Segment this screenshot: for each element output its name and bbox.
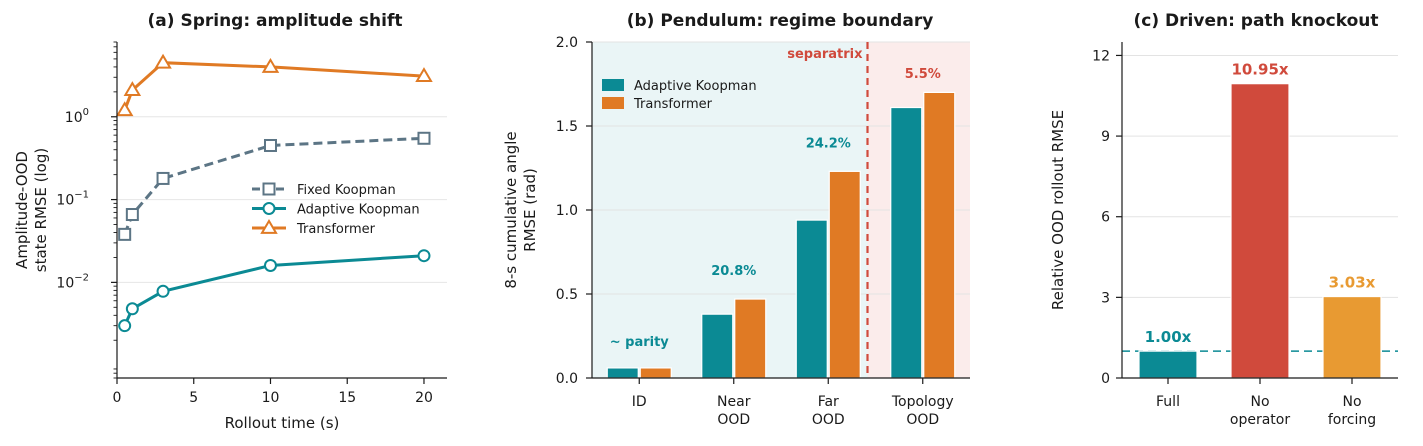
panel-a-title: (a) Spring: amplitude shift — [148, 11, 403, 31]
panel-c-bar-label: 10.95x — [1231, 61, 1288, 79]
panel-c-x-tick-label: operator — [1230, 412, 1290, 428]
panel-a-marker-square — [125, 208, 139, 222]
panel-b-bar — [606, 367, 639, 379]
panel-a-marker-circle — [262, 202, 276, 215]
panel-b-x-tick-label: ID — [632, 394, 647, 410]
panel-c-y-label: Relative OOD rollout RMSE — [1049, 110, 1067, 310]
panel-b-bar — [734, 298, 767, 379]
panel-c-bar — [1138, 350, 1198, 379]
panel-a-y-tick-base: 10 — [56, 275, 74, 291]
panel-a-y-tick-label: 100 — [65, 107, 89, 126]
panel-b-bar — [701, 313, 734, 379]
panel-a-series-fixed-koopman — [118, 131, 431, 241]
panel-a-x-tick-label: 20 — [415, 390, 433, 406]
panel-a-y-tick-base: 10 — [56, 193, 74, 209]
panel-a-series-transformer — [115, 53, 433, 117]
panel-a-marker-square — [262, 182, 276, 196]
panel-a-y-tick-exp: −1 — [74, 190, 89, 201]
panel-b-legend-swatch — [602, 79, 624, 91]
panel-b-x-tick-label: OOD — [812, 412, 845, 428]
panel-a-x-tick-label: 10 — [262, 390, 280, 406]
panel-c-title: (c) Driven: path knockout — [1134, 11, 1379, 31]
panel-b-bar-annotation: ~ parity — [610, 335, 670, 350]
panel-a-marker-circle — [417, 249, 431, 263]
panel-b-y-label-line1: 8-s cumulative angle — [502, 131, 520, 288]
panel-b-y-tick-label: 1.0 — [556, 203, 578, 219]
panel-b-bar-annotation: 24.2% — [806, 136, 851, 151]
panel-b-legend-label: Transformer — [633, 97, 713, 112]
panel-c-x-tick-label: forcing — [1328, 412, 1376, 428]
panel-c-y-tick-label: 0 — [1101, 371, 1110, 387]
panel-c-y-tick-label: 6 — [1101, 210, 1110, 226]
panel-b-bar — [923, 91, 956, 379]
panel-c-bar — [1230, 83, 1290, 379]
panel-b-legend-swatch — [602, 97, 624, 109]
panel-a-y-label-line2: state RMSE (log) — [32, 148, 50, 272]
panel-c-y-tick-label: 12 — [1092, 48, 1110, 64]
panel-c-x-tick-label: Full — [1156, 394, 1180, 410]
panel-a-marker-triangle — [123, 81, 142, 96]
panel-b-y-tick-label: 2.0 — [556, 35, 578, 51]
panel-c-bar-label: 3.03x — [1329, 274, 1376, 292]
panel-a-marker-circle — [118, 319, 132, 333]
panel-a-marker-triangle — [415, 67, 433, 82]
panel-b-x-tick-label: OOD — [717, 412, 750, 428]
panel-c-bar-chart: (c) Driven: path knockout 1.00x 10.95x 3.0… — [1049, 11, 1398, 428]
panel-b-separatrix-label: separatrix — [787, 47, 863, 62]
panel-a-y-tick-base: 10 — [65, 110, 83, 126]
panel-b-bar-annotation: 20.8% — [711, 264, 756, 279]
panel-a-x-tick-label: 15 — [338, 390, 356, 406]
panel-a-x-tick-label: 5 — [189, 390, 198, 406]
panel-b-y-label-line2: RMSE (rad) — [521, 168, 539, 252]
panel-a-legend: Fixed Koopman Adaptive Koopman Transformer — [252, 182, 420, 237]
panel-a-marker-triangle — [154, 53, 172, 69]
panel-c-bar — [1322, 295, 1382, 379]
panel-a-legend-label: Transformer — [296, 222, 376, 237]
panel-c-bar-label: 1.00x — [1145, 328, 1192, 346]
panel-a-x-tick-label: 0 — [113, 390, 122, 406]
panel-b-legend: Adaptive Koopman Transformer — [602, 79, 757, 112]
panel-a-x-label: Rollout time (s) — [225, 414, 340, 432]
panel-b-bar-chart: (b) Pendulum: regime boundary separatrix… — [502, 11, 970, 428]
panel-a-marker-square — [263, 138, 277, 152]
panel-a-marker-triangle — [261, 57, 280, 73]
panel-a-marker-triangle — [115, 101, 134, 117]
panel-a-legend-label: Adaptive Koopman — [297, 203, 420, 218]
panel-b-bar — [890, 106, 923, 379]
panel-b-bar — [828, 170, 861, 379]
panel-a-marker-triangle — [260, 219, 278, 234]
panel-a-y-tick-label: 10−1 — [56, 190, 89, 209]
panel-b-x-tick-label: Far — [818, 394, 839, 410]
panel-b-y-tick-label: 0.5 — [556, 287, 578, 303]
panel-c-y-tick-label: 9 — [1101, 129, 1110, 145]
panel-a-series-adaptive-koopman — [118, 249, 431, 333]
panel-a-y-tick-label: 10−2 — [56, 272, 89, 291]
panel-b-y-tick-label: 1.5 — [556, 119, 578, 135]
panel-c-x-tick-label: No — [1342, 394, 1361, 410]
panel-a-y-label-line1: Amplitude-OOD — [13, 151, 31, 269]
panel-b-x-tick-label: Topology — [891, 394, 954, 410]
panel-b-bar — [639, 367, 672, 379]
panel-c-x-tick-label: No — [1250, 394, 1269, 410]
panel-a-marker-square — [118, 227, 132, 241]
panel-a-line-chart: (a) Spring: amplitude shift 0 5 10 15 20 100… — [13, 11, 447, 432]
panel-a-series-line — [123, 136, 425, 235]
panel-b-legend-label: Adaptive Koopman — [634, 79, 757, 94]
panel-b-bar-annotation: 5.5% — [905, 67, 941, 82]
panel-a-y-tick-exp: −2 — [74, 272, 89, 283]
panel-b-x-tick-label: Near — [717, 394, 751, 410]
panel-b-y-tick-label: 0.0 — [556, 371, 578, 387]
panel-a-marker-square — [156, 171, 170, 185]
panel-a-marker-circle — [156, 284, 170, 298]
panel-a-marker-circle — [125, 302, 139, 316]
panel-a-y-tick-exp: 0 — [83, 107, 89, 118]
panel-a-legend-label: Fixed Koopman — [297, 183, 396, 198]
panel-a-marker-square — [417, 131, 431, 145]
panel-b-x-tick-label: OOD — [906, 412, 939, 428]
panel-a-marker-circle — [263, 258, 277, 272]
panel-b-bar — [795, 219, 828, 379]
panel-c-y-tick-label: 3 — [1101, 290, 1110, 306]
panel-b-title: (b) Pendulum: regime boundary — [627, 11, 934, 31]
